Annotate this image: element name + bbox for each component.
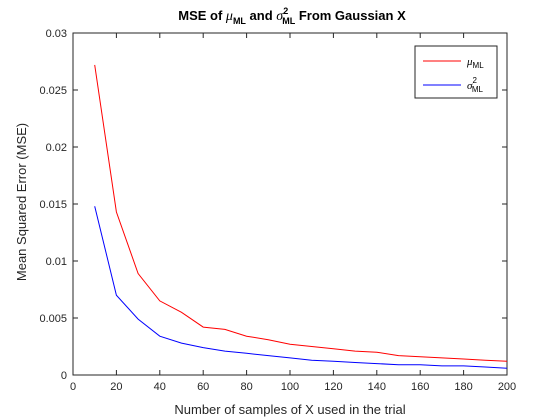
- x-tick-label: 40: [154, 381, 166, 393]
- y-tick-label: 0: [61, 370, 67, 382]
- x-tick-label: 180: [454, 381, 472, 393]
- y-tick-label: 0.005: [39, 313, 67, 325]
- y-axis-label: Mean Squared Error (MSE): [14, 123, 29, 281]
- x-tick-label: 80: [240, 381, 252, 393]
- y-tick-label: 0.03: [46, 28, 67, 40]
- y-tick-label: 0.015: [39, 199, 67, 211]
- x-tick-label: 140: [368, 381, 386, 393]
- x-tick-label: 100: [281, 381, 299, 393]
- x-tick-label: 60: [197, 381, 209, 393]
- y-tick-label: 0.01: [46, 256, 67, 268]
- x-tick-label: 200: [498, 381, 516, 393]
- y-tick-label: 0.025: [39, 85, 67, 97]
- x-tick-label: 0: [70, 381, 76, 393]
- x-axis-label: Number of samples of X used in the trial: [174, 402, 405, 417]
- x-tick-label: 160: [411, 381, 429, 393]
- y-tick-label: 0.02: [46, 142, 67, 154]
- x-tick-label: 120: [324, 381, 342, 393]
- legend-box: [415, 46, 497, 98]
- x-tick-label: 20: [110, 381, 122, 393]
